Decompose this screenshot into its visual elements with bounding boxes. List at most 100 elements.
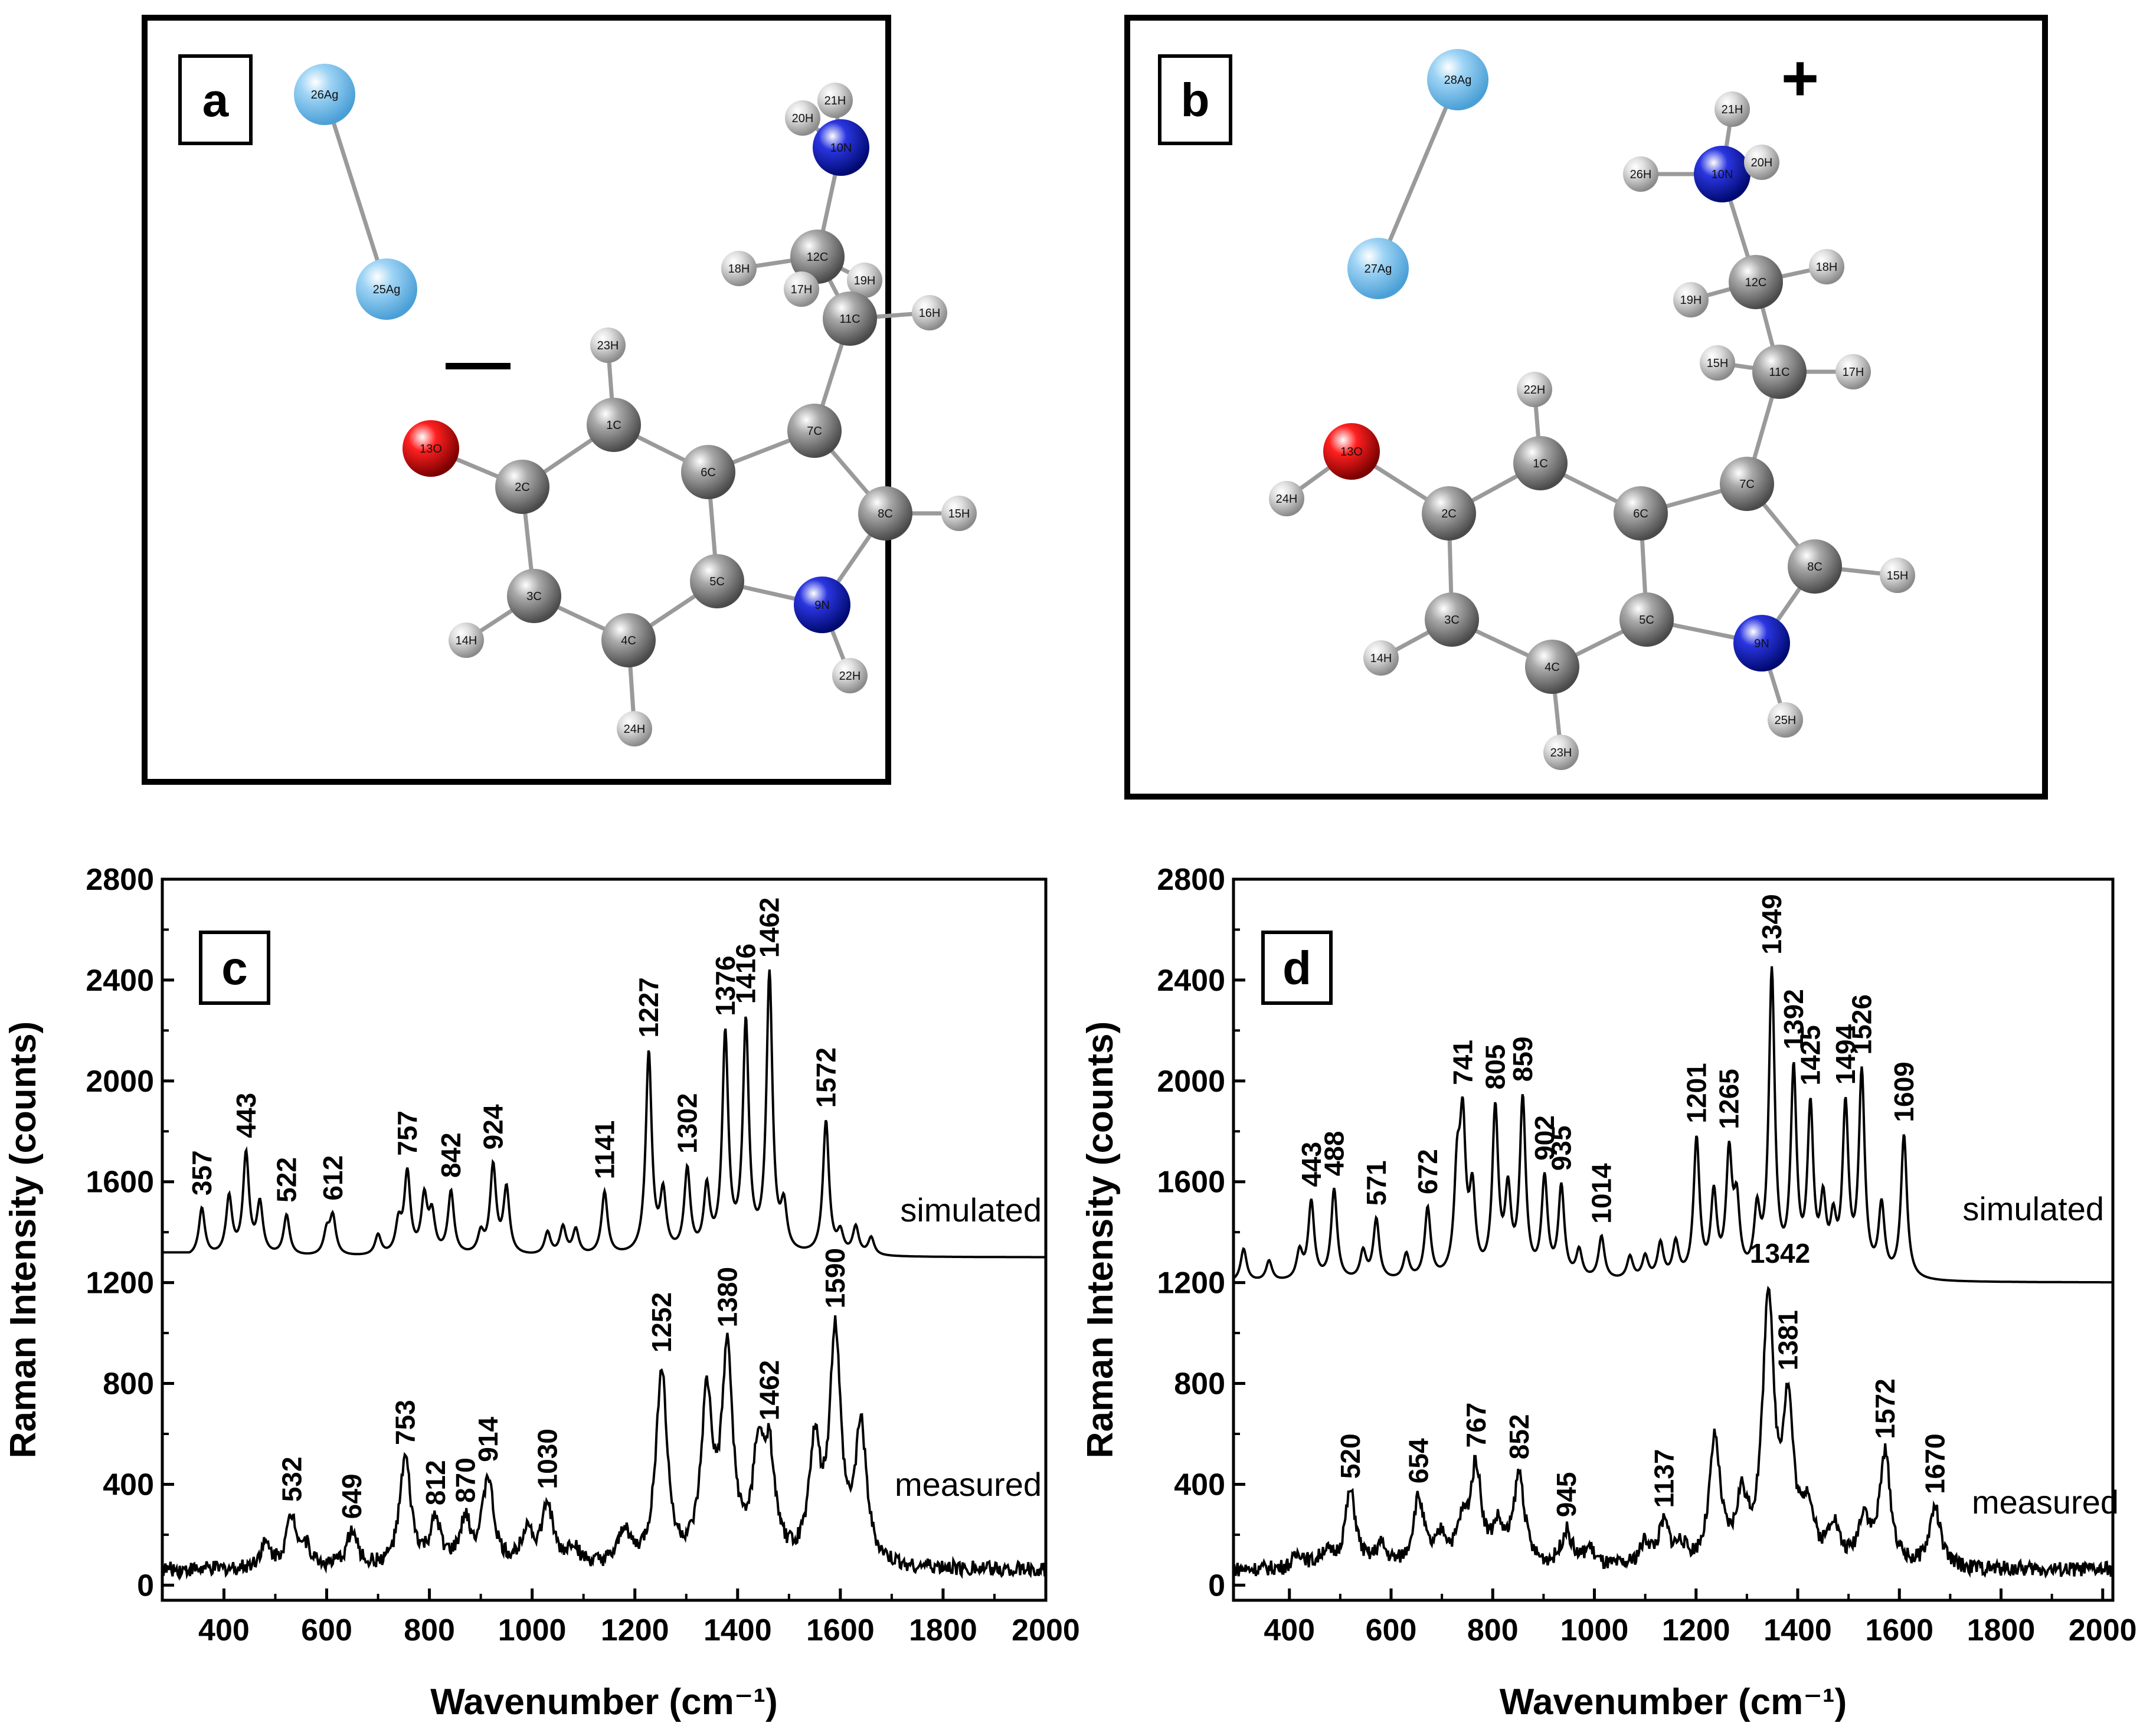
atom-label: 17H [1843,366,1864,379]
series-label-measured: measured [895,1466,1042,1503]
series-line-simulated [162,969,1046,1259]
atom-label: 13O [420,443,442,456]
atom-h [847,263,882,298]
atom-label: 25Ag [373,283,401,296]
atom-c [823,291,877,346]
atom-c [601,613,656,667]
atom-label: 4C [1545,661,1560,674]
peak-label: 1609 [1889,1062,1919,1122]
atom-h [1809,249,1844,284]
series-line-measured [161,1315,1047,1581]
atom-label: 21H [824,94,846,107]
atom-h [784,271,819,307]
panel-letter-box [1158,54,1232,145]
molecule-frame [142,15,891,785]
x-tick-label: 1800 [1967,1613,2036,1647]
bond-line [322,93,389,290]
peak-label: 945 [1551,1472,1582,1517]
peak-label: 672 [1412,1149,1443,1194]
atom-label: 15H [948,507,970,520]
negative-charge-sign: — [446,325,511,398]
atom-c [1525,640,1579,694]
x-tick-label: 1400 [1763,1613,1832,1647]
peak-label: 935 [1546,1125,1577,1171]
atom-c [1788,539,1842,594]
y-tick-label: 1600 [86,1165,154,1200]
atom-ag [1427,49,1488,110]
atom-h [1623,156,1658,192]
panel-letter-box [199,931,270,1005]
peak-label: 1462 [754,1360,785,1420]
atom-c [858,486,912,541]
peak-label: 767 [1461,1403,1491,1448]
atom-label: 6C [1633,507,1648,520]
atom-label: 8C [1807,561,1822,574]
y-tick-label: 2000 [86,1064,154,1099]
atom-label: 21H [1722,103,1743,116]
atom-label: 1C [1533,457,1548,470]
peak-label: 1572 [1870,1378,1900,1439]
peak-label: 1416 [731,944,761,1004]
peak-label: 870 [450,1457,481,1503]
atom-label: 14H [1370,652,1392,665]
atom-c [690,554,744,608]
atom-label: 3C [526,590,542,603]
molecule-frame [1124,15,2048,800]
atom-label: 26Ag [311,89,339,101]
peak-label: 805 [1480,1044,1511,1090]
peak-label: 1392 [1778,989,1809,1049]
atom-label: 19H [854,274,876,287]
molecule-panel-b: b +28Ag 27Ag 21H 26H 10N 20H 12C 18H 19H 15H 11C 17H… [1124,15,2048,800]
atom-h [1517,372,1552,407]
x-tick-label: 600 [1366,1613,1417,1647]
atom-label: 14H [456,634,477,647]
x-tick-label: 2000 [1012,1613,1080,1647]
atom-label: 10N [1712,168,1733,181]
atom-label: 10N [830,142,852,155]
atom-h [1543,735,1579,770]
x-tick-label: 1600 [1865,1613,1933,1647]
y-tick-label: 1600 [1157,1165,1225,1200]
atom-c [681,445,735,499]
peak-label: 1252 [646,1292,677,1352]
atom-c [1614,486,1668,541]
atom-label: 25H [1775,714,1797,727]
plot-frame [161,877,1048,1602]
atom-o [1323,423,1380,480]
atom-label: 13O [1340,446,1363,458]
peak-label: 812 [420,1460,451,1505]
atom-c [1425,592,1479,647]
atom-h [1673,282,1709,317]
y-tick-label: 400 [1174,1468,1225,1502]
atom-label: 19H [1680,294,1702,307]
raman-chart-c: 0 400 800 1200 1600 2000 2400 2800 400 600 800 1000… [3,863,1080,1722]
x-tick-label: 1600 [806,1613,875,1647]
peak-label: 357 [186,1150,217,1195]
raman-chart-d: 0 400 800 1200 1600 2000 2400 2800 400 600 800 1000… [1080,863,2137,1722]
panel-letter-box [178,54,253,145]
peak-label: 1670 [1920,1434,1951,1494]
peak-label: 1349 [1756,894,1787,954]
atom-label: 22H [1524,384,1546,397]
atom-label: 26H [1630,168,1652,181]
x-tick-label: 1800 [909,1613,977,1647]
y-tick-label: 400 [103,1468,154,1502]
atom-h [832,658,868,693]
molecule-panel-a: a — 26Ag 25Ag 21H 20H 10N 12C 18H 17H 19H 11C 16H 23H… [142,15,977,785]
atom-h [1768,702,1803,738]
panel-letter: d [1282,942,1311,994]
atom-label: 6C [701,466,716,479]
y-axis-title: Raman Intensity (counts) [1080,1021,1121,1459]
atom-ag [356,258,417,320]
x-tick-label: 400 [1264,1613,1315,1647]
peak-label: 612 [318,1155,348,1201]
atom-label: 7C [1739,478,1755,491]
x-tick-label: 1000 [498,1613,567,1647]
y-tick-label: 2400 [86,964,154,998]
plot-frame [1232,877,2115,1602]
atom-label: 28Ag [1444,74,1472,87]
y-tick-label: 2400 [1157,964,1225,998]
atom-h [1269,481,1304,516]
peak-label: 571 [1361,1160,1392,1206]
